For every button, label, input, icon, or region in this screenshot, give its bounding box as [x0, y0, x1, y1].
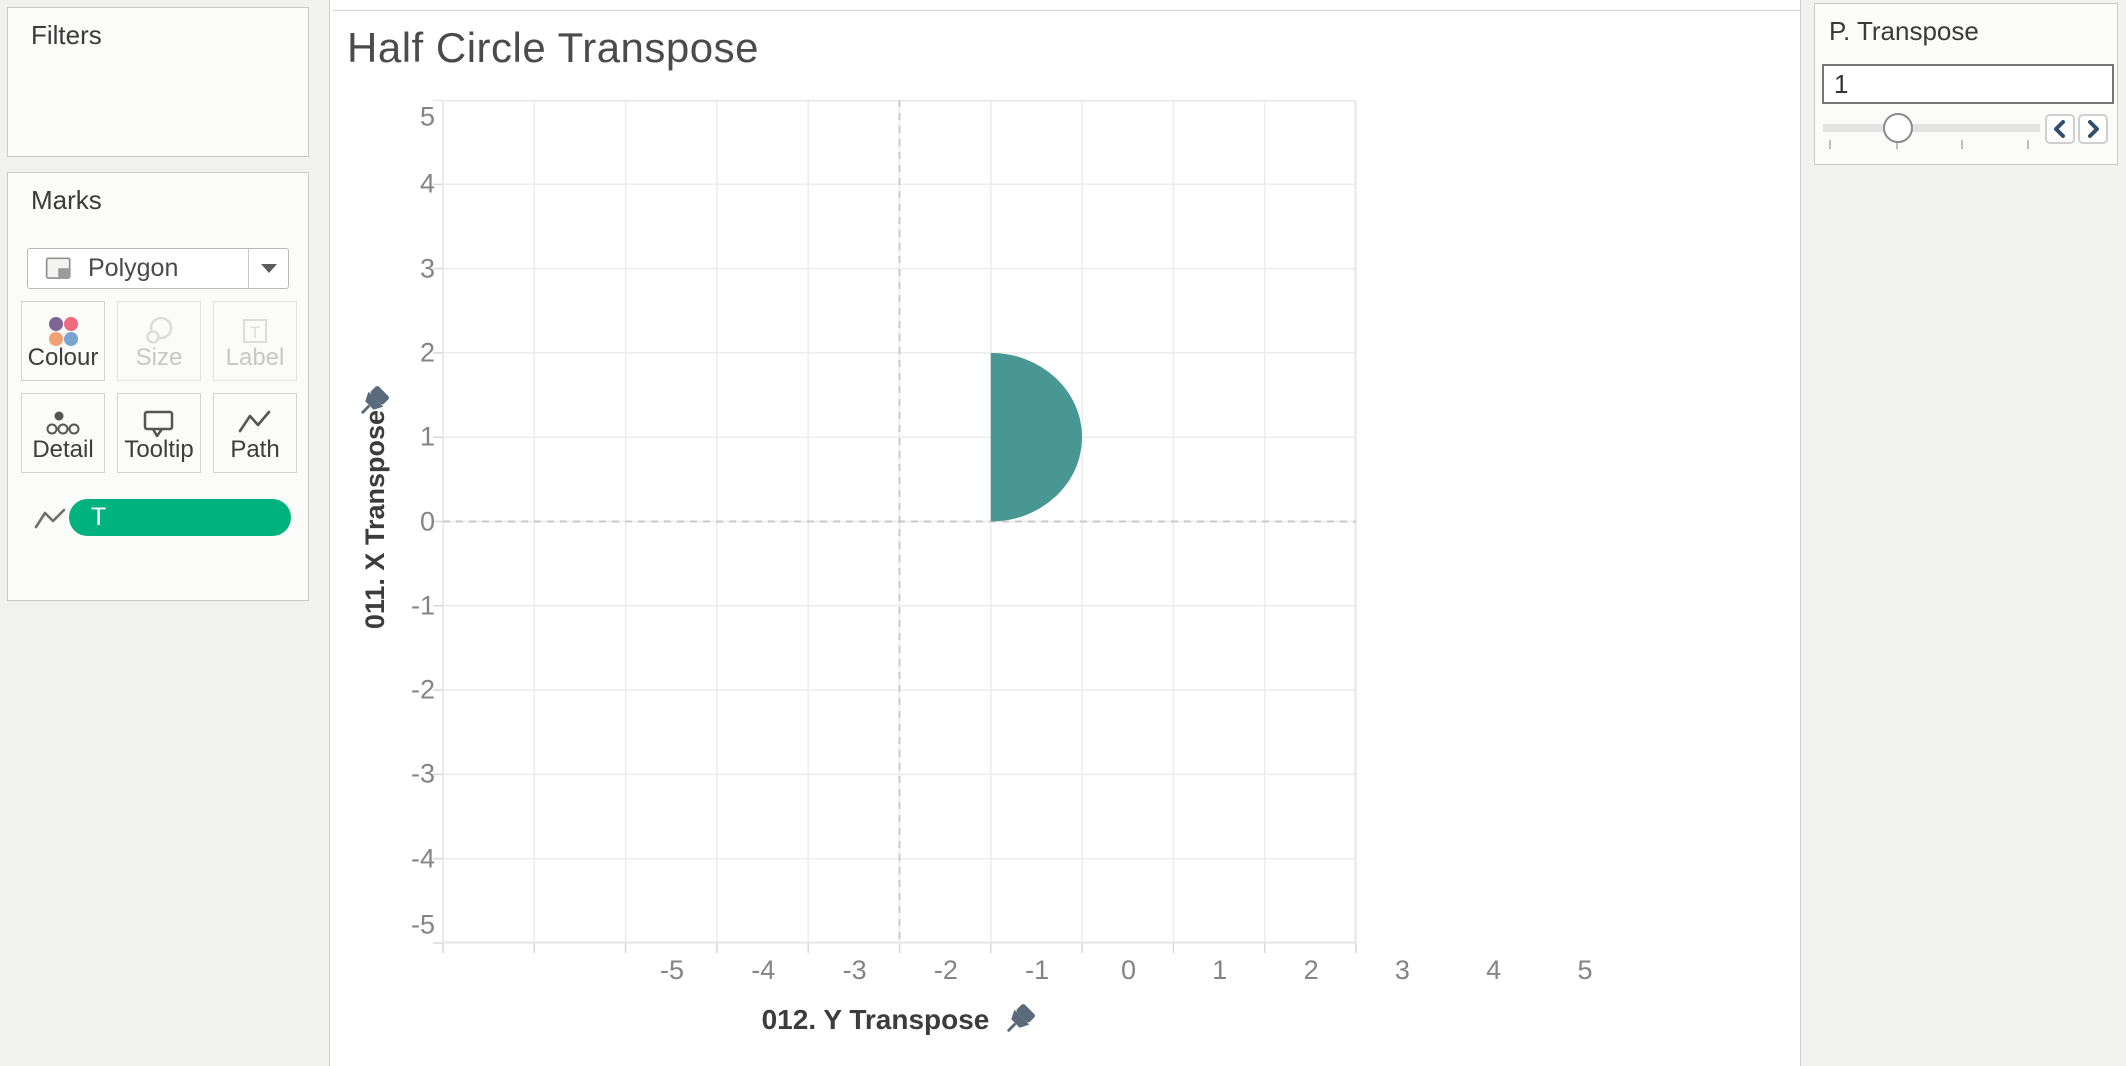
- y-tick-label: 4: [419, 168, 435, 199]
- y-tick-label: -2: [410, 674, 435, 705]
- path-button[interactable]: Path: [213, 393, 297, 473]
- y-tick-label: 3: [419, 253, 435, 284]
- detail-icon: [22, 404, 104, 444]
- field-pill[interactable]: T: [69, 499, 291, 536]
- slider-tick: [1829, 140, 1831, 149]
- y-tick-label: 2: [419, 337, 435, 368]
- y-axis-pin-icon[interactable]: [355, 384, 391, 420]
- tooltip-icon: [118, 404, 200, 444]
- slider-tick: [1896, 140, 1898, 149]
- filters-shelf[interactable]: Filters: [7, 7, 309, 157]
- left-sidebar: Filters Marks Polygon: [0, 0, 330, 1066]
- half-circle-mark[interactable]: [990, 352, 1083, 522]
- colour-button[interactable]: Colour: [21, 301, 105, 381]
- y-tick-label: 0: [419, 506, 435, 536]
- x-tick-label: 2: [1303, 955, 1319, 985]
- y-tick-label: -5: [410, 909, 435, 940]
- x-axis-title[interactable]: 012. Y Transpose: [443, 1000, 1356, 1040]
- parameter-card: P. Transpose: [1814, 3, 2118, 165]
- shelf-pill-row: T: [34, 499, 294, 537]
- label-button: T Label: [213, 301, 297, 381]
- x-tick-label: -2: [933, 955, 958, 985]
- x-tick-label: -5: [659, 955, 684, 985]
- parameter-slider-thumb[interactable]: [1883, 113, 1913, 143]
- tooltip-button[interactable]: Tooltip: [117, 393, 201, 473]
- chevron-right-icon: [2088, 120, 2099, 138]
- y-tick-label: 1: [419, 421, 435, 452]
- field-pill-label: T: [91, 503, 107, 531]
- detail-button[interactable]: Detail: [21, 393, 105, 473]
- x-tick-label: 4: [1486, 955, 1502, 985]
- polygon-mark-icon: [45, 256, 71, 279]
- mark-type-dropdown[interactable]: Polygon: [27, 248, 289, 289]
- y-tick-label: -3: [410, 758, 435, 789]
- chevron-down-icon: [260, 264, 277, 273]
- slider-tick: [2027, 140, 2029, 149]
- size-icon: [118, 312, 200, 352]
- chevron-left-icon: [2054, 120, 2065, 138]
- label-icon: T: [214, 312, 296, 352]
- slider-tick: [1961, 140, 1963, 149]
- mark-type-value: Polygon: [88, 254, 179, 282]
- line-path-icon: [34, 508, 66, 529]
- path-icon: [214, 404, 296, 444]
- parameter-prev-button[interactable]: [2045, 114, 2075, 144]
- x-tick-label: 1: [1212, 955, 1228, 985]
- parameter-value-input[interactable]: [1822, 64, 2114, 104]
- x-tick-label: 3: [1394, 955, 1410, 985]
- parameter-panel-region: P. Transpose: [1800, 0, 2126, 1066]
- size-button: Size: [117, 301, 201, 381]
- mark-type-dropdown-arrow[interactable]: [248, 249, 288, 288]
- parameter-next-button[interactable]: [2078, 114, 2108, 144]
- x-tick-label: 5: [1577, 955, 1593, 985]
- x-axis-pin-icon[interactable]: [1001, 1002, 1037, 1038]
- worksheet-top-border: [333, 10, 1800, 11]
- x-tick-label: 0: [1120, 955, 1137, 985]
- marks-card-title: Marks: [31, 185, 102, 215]
- y-tick-label: -1: [410, 590, 435, 621]
- parameter-slider-track[interactable]: [1823, 124, 2040, 132]
- filters-shelf-title: Filters: [31, 20, 102, 50]
- x-tick-label: -4: [751, 955, 776, 985]
- y-tick-label: -4: [410, 843, 435, 874]
- y-tick-label: 5: [419, 101, 435, 132]
- colour-icon: [22, 312, 104, 352]
- marks-card: Marks Polygon: [7, 172, 309, 601]
- y-axis-title[interactable]: 011. X Transpose: [359, 410, 390, 630]
- worksheet-area: Half Circle Transpose 5 4 3 2 1 0 -1 -2 -3 -4 -5 -…: [331, 0, 1800, 1066]
- sheet-title: Half Circle Transpose: [347, 24, 759, 71]
- x-tick-label: -1: [1025, 955, 1050, 985]
- x-tick-label: -3: [842, 955, 867, 985]
- parameter-title: P. Transpose: [1829, 16, 1979, 46]
- svg-text:T: T: [250, 323, 260, 342]
- plot-area[interactable]: [433, 100, 1366, 953]
